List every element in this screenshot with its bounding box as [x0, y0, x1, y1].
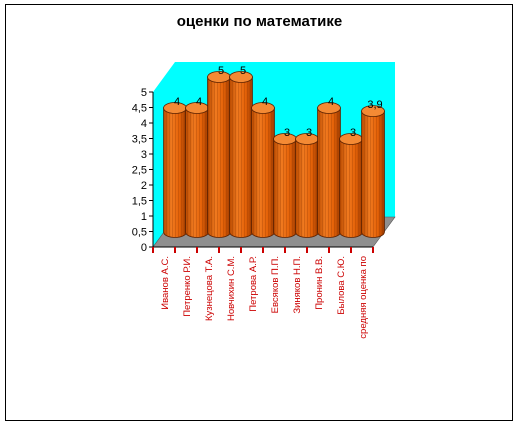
y-tick-label: 1,5 [132, 196, 147, 208]
bar-top [317, 102, 341, 114]
bar-top [361, 105, 385, 117]
category-label: Пронин В.В. [314, 256, 325, 310]
data-label: 5 [218, 65, 224, 77]
category-label: Кузнецова Т.А. [204, 256, 215, 321]
data-label: 3 [350, 127, 356, 139]
category-label: Евсяков П.П. [270, 256, 281, 313]
bar-texture [361, 111, 385, 238]
bar-texture [163, 108, 187, 238]
bar-top [229, 71, 253, 83]
bar [317, 102, 341, 238]
y-tick-label: 2 [141, 180, 147, 192]
category-label: Былова С.Ю. [336, 256, 347, 315]
data-label: 3 [284, 127, 290, 139]
bar-top [251, 102, 275, 114]
bar [229, 71, 253, 238]
category-label: Зиняков Н.П. [292, 256, 303, 314]
y-tick-label: 0 [141, 242, 147, 254]
bar-texture [295, 139, 319, 238]
chart-title: оценки по математике [176, 13, 343, 30]
bar-texture [251, 108, 275, 238]
category-label: Иванов А.С. [160, 256, 171, 310]
data-label: 3 [306, 127, 312, 139]
bar [295, 133, 319, 238]
y-tick-label: 0,5 [132, 227, 147, 239]
y-tick-label: 1 [141, 211, 147, 223]
bar-texture [273, 139, 297, 238]
bar [251, 102, 275, 238]
data-label: 4 [196, 96, 202, 108]
data-label: 4 [328, 96, 334, 108]
bar-texture [339, 139, 363, 238]
y-tick-label: 4 [141, 118, 147, 130]
data-label: 3,9 [367, 99, 382, 111]
y-tick-label: 3 [141, 149, 147, 161]
bar [273, 133, 297, 238]
data-label: 4 [262, 96, 268, 108]
data-label: 4 [174, 96, 180, 108]
bar-texture [207, 77, 231, 238]
y-tick-label: 4,5 [132, 103, 147, 115]
category-label: средняя оценка по [358, 256, 369, 339]
bar [163, 102, 187, 238]
bar-texture [185, 108, 209, 238]
y-tick-label: 3,5 [132, 134, 147, 146]
bar [207, 71, 231, 238]
bar [185, 102, 209, 238]
category-label: Новчихин С.М. [226, 256, 237, 321]
bar-texture [229, 77, 253, 238]
category-label: Петрова А.Р. [248, 256, 259, 312]
category-label: Петренко Р.И. [182, 256, 193, 317]
bar [361, 105, 385, 238]
bar-texture [317, 108, 341, 238]
bar [339, 133, 363, 238]
y-tick-label: 2,5 [132, 165, 147, 177]
y-tick-label: 5 [141, 87, 147, 99]
data-label: 5 [240, 65, 246, 77]
